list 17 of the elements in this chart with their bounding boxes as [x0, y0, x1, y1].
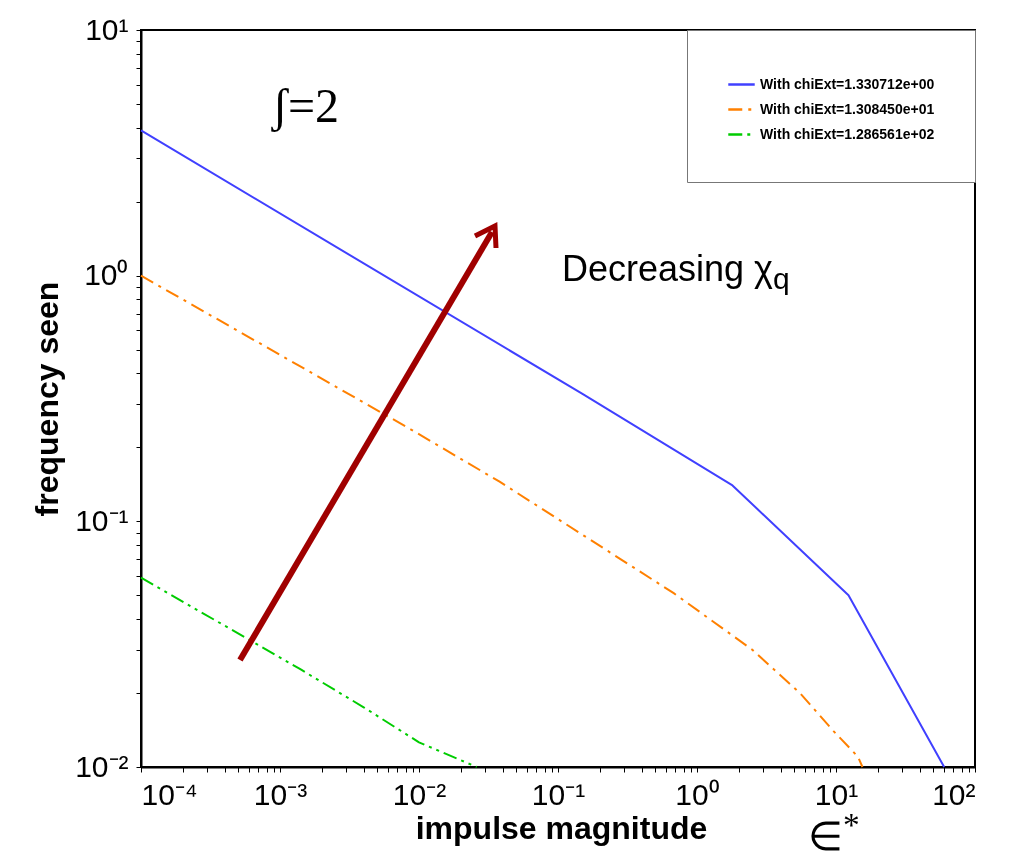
x-tick-label: 10⁰: [675, 777, 720, 811]
y-tick-label: 10⁻¹: [75, 503, 129, 537]
y-tick-label: 10⁻²: [75, 749, 129, 783]
legend-label: With chiExt=1.286561e+02: [760, 125, 935, 142]
x-tick-label: 10⁻³: [253, 777, 308, 811]
y-tick-label: 10¹: [85, 12, 129, 46]
annotation: Decreasing χ$_{q}$: [562, 248, 790, 297]
x-tick-label: 10⁻¹: [531, 777, 586, 811]
legend-label: With chiExt=1.308450e+01: [760, 100, 935, 117]
x-tick-label: 10⁻²: [392, 777, 447, 811]
y-tick-label: 10⁰: [84, 258, 129, 292]
x-tick-label: 10²: [932, 777, 976, 811]
y-axis-title: frequency seen: [29, 281, 66, 517]
annotation: ʃ=2: [272, 78, 340, 133]
x-tick-label: 10⁻⁴: [141, 777, 198, 811]
x-axis-title: impulse magnitude: [415, 809, 708, 846]
legend-label: With chiExt=1.330712e+00: [760, 75, 935, 92]
